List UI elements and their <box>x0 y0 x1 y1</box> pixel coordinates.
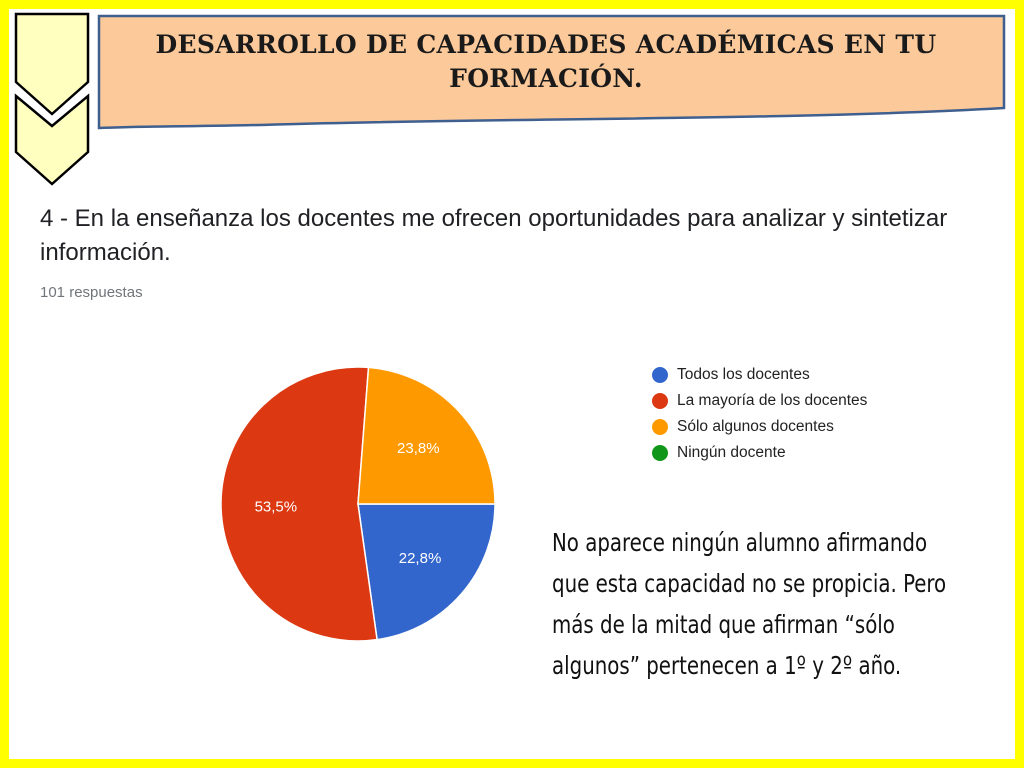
title-banner <box>97 14 1006 130</box>
chevron-arrows-icon <box>14 12 90 186</box>
legend-color-dot <box>652 367 668 383</box>
pie-slice-label: 22,8% <box>399 550 442 567</box>
chart-legend: Todos los docentes La mayoría de los doce… <box>652 362 867 466</box>
pie-slice <box>357 503 496 641</box>
chevron-lower <box>14 93 90 186</box>
chevron-upper <box>14 12 90 116</box>
legend-item: Sólo algunos docentes <box>652 414 867 440</box>
legend-label: Sólo algunos docentes <box>677 418 834 435</box>
legend-label: Todos los docentes <box>677 366 810 383</box>
pie-slice-label: 23,8% <box>397 440 440 457</box>
legend-item: Ningún docente <box>652 440 867 466</box>
question-text: 4 - En la enseñanza los docentes me ofre… <box>40 205 948 266</box>
legend-item: La mayoría de los docentes <box>652 388 867 414</box>
legend-color-dot <box>652 419 668 435</box>
legend-color-dot <box>652 393 668 409</box>
slide-title: DESARROLLO DE CAPACIDADES ACADÉMICAS EN … <box>155 30 937 93</box>
legend-label: Ningún docente <box>677 444 786 461</box>
pie-slice-label: 53,5% <box>255 499 298 516</box>
legend-label: La mayoría de los docentes <box>677 392 868 409</box>
legend-color-dot <box>652 445 668 461</box>
pie-slice <box>357 366 496 505</box>
commentary-text: No aparece ningún alumno afirmando que e… <box>552 528 947 680</box>
legend-item: Todos los docentes <box>652 362 867 388</box>
pie-chart: 22,8% 53,5% 23,8% <box>220 366 496 642</box>
response-count: 101 respuestas <box>40 284 143 301</box>
pie-slice <box>220 366 378 642</box>
